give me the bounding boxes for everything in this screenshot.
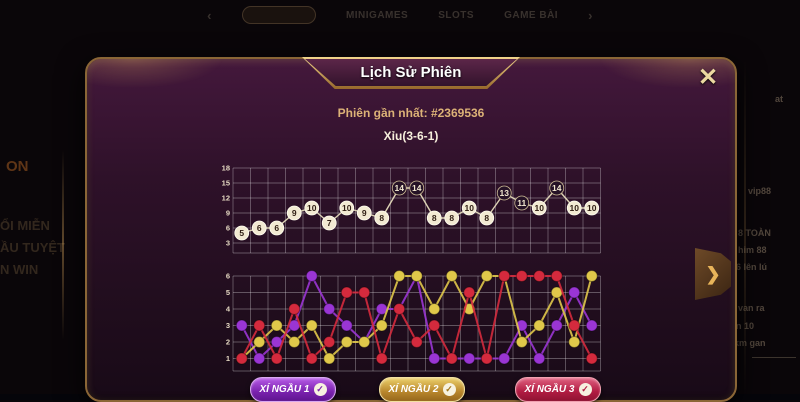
svg-text:6: 6 — [226, 272, 230, 281]
svg-text:4: 4 — [226, 305, 231, 314]
svg-text:1: 1 — [226, 354, 230, 363]
chevron-right-icon: ❯ — [705, 263, 721, 284]
nav-tab-gamebai[interactable]: GAME BÀI — [504, 9, 559, 21]
session-history-modal: Lịch Sử Phiên ✕ Phiên gần nhất: #2369536… — [85, 57, 737, 402]
left-banner-text: ỔI MIỄN — [0, 218, 50, 233]
svg-text:14: 14 — [395, 183, 405, 193]
chat-text: km gan — [734, 338, 766, 348]
chat-text: 8 TOÀN — [738, 228, 771, 238]
svg-text:14: 14 — [412, 183, 422, 193]
dice-3-button[interactable]: XÍ NGẦU 3 ✓ — [515, 377, 601, 402]
lobby-panel-edge — [62, 150, 64, 340]
svg-text:8: 8 — [484, 213, 489, 223]
nav-active-tab[interactable] — [241, 6, 316, 24]
svg-text:9: 9 — [362, 208, 367, 218]
expand-arrow-button[interactable]: ❯ — [695, 248, 731, 300]
top-nav: ‹ MINIGAMES SLOTS GAME BÀI › — [0, 6, 800, 24]
svg-text:5: 5 — [226, 288, 230, 297]
svg-text:10: 10 — [570, 203, 580, 213]
chat-text: van ra — [738, 303, 765, 313]
svg-text:10: 10 — [535, 203, 545, 213]
svg-text:10: 10 — [342, 203, 352, 213]
nav-tab-minigames[interactable]: MINIGAMES — [345, 9, 409, 21]
svg-text:14: 14 — [552, 183, 562, 193]
svg-text:10: 10 — [587, 203, 597, 213]
check-icon: ✓ — [578, 383, 592, 396]
svg-text:7: 7 — [327, 218, 332, 228]
modal-title: Lịch Sử Phiên — [360, 64, 462, 81]
svg-text:8: 8 — [432, 213, 437, 223]
svg-text:11: 11 — [517, 198, 526, 208]
svg-text:15: 15 — [222, 179, 230, 188]
left-banner-text: ẦU TUYỆT — [0, 240, 65, 255]
svg-text:6: 6 — [226, 224, 230, 233]
svg-text:8: 8 — [449, 213, 454, 223]
svg-text:3: 3 — [226, 321, 230, 330]
svg-text:6: 6 — [257, 223, 262, 233]
left-banner-logo: ON — [6, 158, 29, 175]
latest-result-label: Xỉu(3-6-1) — [383, 129, 439, 143]
chat-text: n 10 — [736, 321, 755, 331]
svg-text:9: 9 — [226, 209, 230, 218]
svg-text:5: 5 — [239, 228, 244, 238]
dice-line-chart: 6 5 4 3 2 1 — [226, 270, 601, 372]
chat-text: him 88 — [738, 245, 767, 255]
close-icon[interactable]: ✕ — [697, 63, 719, 91]
dice-3-label: XÍ NGẦU 3 — [524, 384, 575, 395]
chat-text: vip88 — [748, 186, 772, 196]
latest-session-label: Phiên gần nhất: #2369536 — [337, 106, 485, 120]
nav-prev-icon[interactable]: ‹ — [207, 7, 212, 23]
left-banner-text: N WIN — [0, 262, 39, 277]
chat-divider — [752, 357, 796, 358]
nav-tab-slots[interactable]: SLOTS — [438, 9, 475, 21]
check-icon: ✓ — [313, 383, 327, 396]
dice-2-button[interactable]: XÍ NGẦU 2 ✓ — [379, 377, 465, 402]
svg-text:8: 8 — [379, 213, 384, 223]
svg-text:9: 9 — [292, 208, 297, 218]
svg-text:12: 12 — [222, 194, 230, 203]
dice-2-label: XÍ NGẦU 2 — [388, 384, 439, 395]
nav-next-icon[interactable]: › — [588, 7, 593, 23]
chat-text: at — [775, 94, 784, 104]
check-icon: ✓ — [442, 383, 456, 396]
svg-text:6: 6 — [274, 223, 279, 233]
svg-text:10: 10 — [465, 203, 475, 213]
svg-text:3: 3 — [226, 239, 230, 248]
dice-1-button[interactable]: XÍ NGẦU 1 ✓ — [250, 377, 336, 402]
chat-text: 6 lên lú — [736, 262, 768, 272]
chat-panel-edge — [744, 60, 746, 396]
modal-title-banner: Lịch Sử Phiên — [302, 57, 520, 89]
svg-text:10: 10 — [307, 203, 317, 213]
svg-text:2: 2 — [226, 338, 230, 347]
svg-text:18: 18 — [222, 164, 230, 173]
dice-1-label: XÍ NGẦU 1 — [259, 384, 310, 395]
svg-text:13: 13 — [500, 188, 510, 198]
